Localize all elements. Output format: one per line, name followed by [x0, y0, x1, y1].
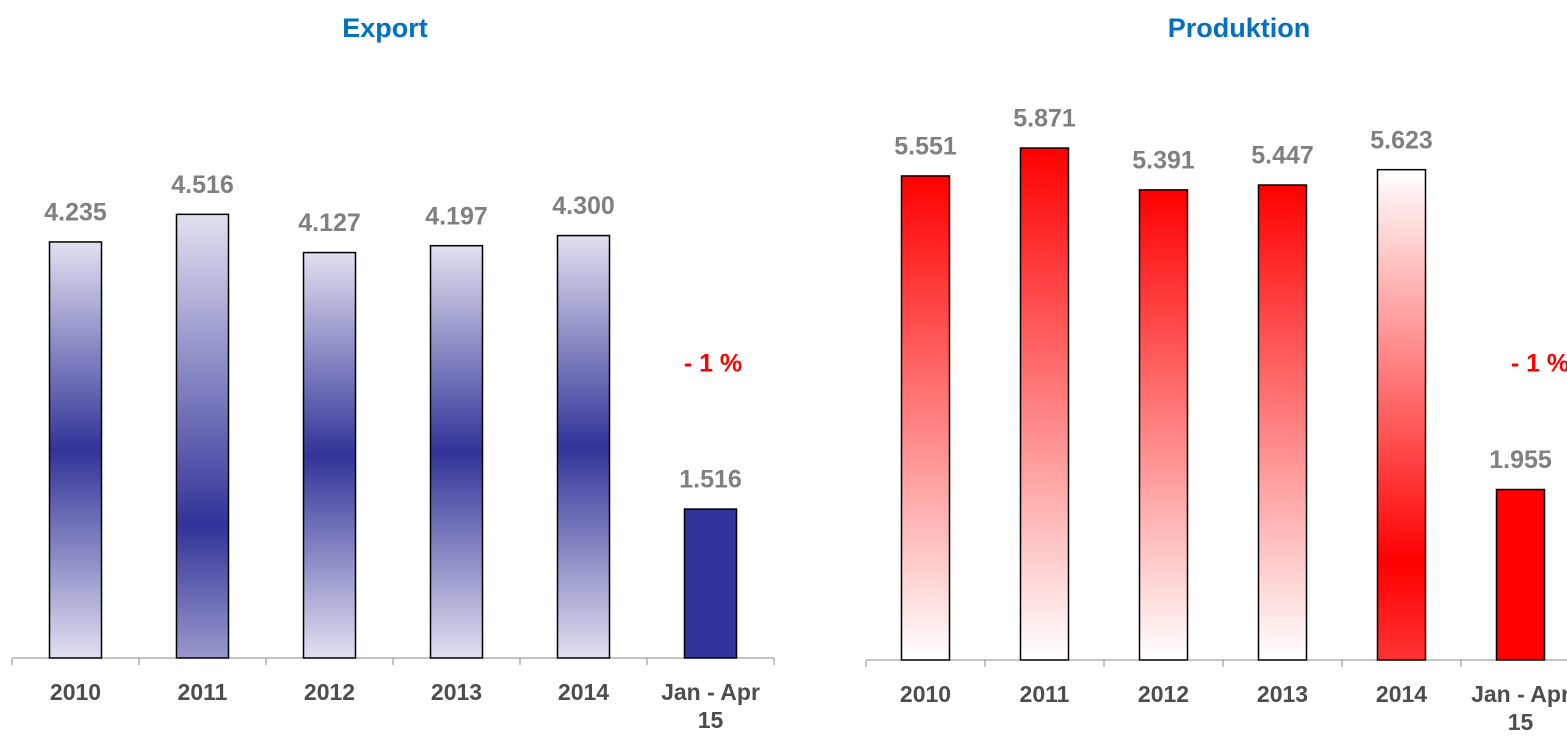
data-label: 4.300 [552, 192, 615, 220]
bar [1019, 147, 1070, 661]
bar [683, 508, 738, 659]
annotation: - 1 % [1511, 350, 1567, 378]
x-tick-label: 2010 [899, 681, 952, 707]
x-tick-label: 2014 [1375, 681, 1428, 707]
data-label: 5.447 [1251, 142, 1314, 170]
x-tick-label: 2013 [1256, 681, 1309, 707]
chart-title: Export [342, 13, 428, 43]
bar [1257, 184, 1308, 661]
x-tick-label: 2011 [1019, 681, 1070, 707]
x-tick-label: 2010 [49, 679, 102, 705]
bar [302, 251, 357, 659]
bar [556, 234, 611, 659]
data-label: 5.871 [1013, 105, 1076, 133]
bar [1376, 168, 1427, 661]
bar [1138, 189, 1189, 661]
chart-title: Produktion [1168, 13, 1311, 43]
bar [900, 175, 951, 661]
data-label: 5.391 [1132, 147, 1195, 175]
bar [48, 241, 103, 659]
data-label: 4.516 [171, 171, 234, 199]
data-label: 4.197 [425, 202, 488, 230]
bar [175, 213, 230, 659]
x-tick-label: 2012 [303, 679, 356, 705]
data-label: 1.516 [679, 466, 742, 494]
data-label: 4.235 [44, 199, 107, 227]
bar [1495, 488, 1546, 661]
x-tick-label: Jan - Apr 15 [1471, 681, 1567, 735]
x-tick-label: 2012 [1137, 681, 1190, 707]
x-tick-label: Jan - Apr 15 [661, 679, 760, 733]
data-label: 5.623 [1370, 126, 1433, 154]
x-tick-label: 2011 [177, 679, 228, 705]
data-label: 1.955 [1489, 446, 1552, 474]
data-label: 4.127 [298, 209, 361, 237]
bar [429, 244, 484, 659]
data-label: 5.551 [894, 133, 957, 161]
x-tick-label: 2014 [557, 679, 610, 705]
annotation: - 1 % [684, 350, 742, 378]
x-tick-label: 2013 [430, 679, 483, 705]
